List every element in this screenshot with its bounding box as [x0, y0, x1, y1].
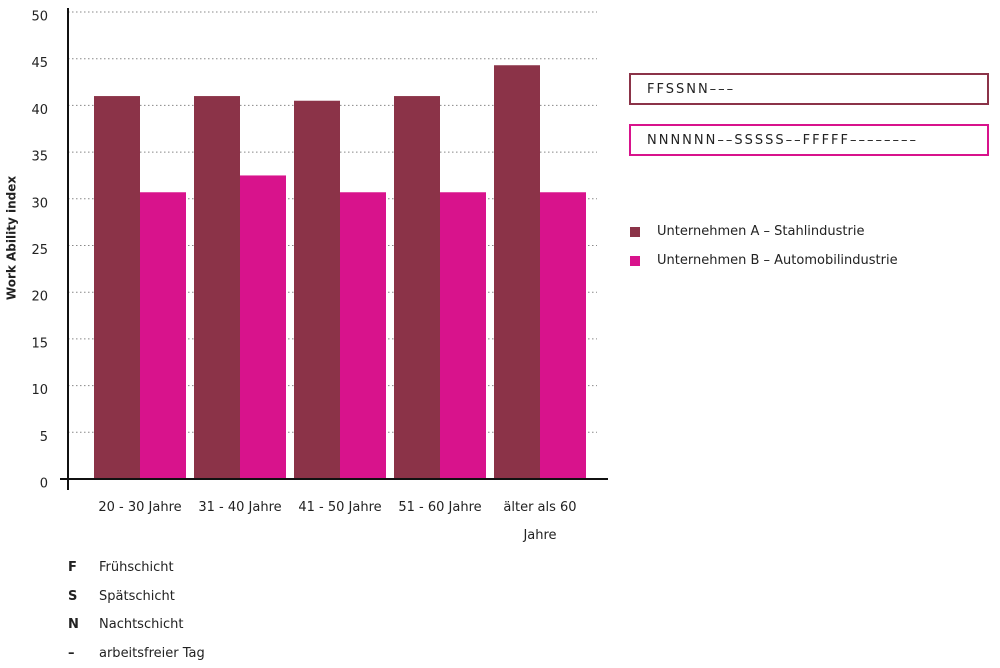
- y-tick-label: 45: [31, 56, 48, 71]
- x-tick-label: älter als 60 Jahre: [503, 500, 577, 543]
- glossary-key: –: [68, 645, 75, 661]
- glossary-key: N: [68, 617, 79, 632]
- glossary-label: Spätschicht: [99, 588, 175, 604]
- bar: [540, 192, 586, 479]
- x-tick-label: 41 - 50 Jahre: [298, 500, 382, 515]
- y-tick-label: 50: [31, 10, 48, 25]
- y-tick-label: 35: [31, 150, 48, 165]
- bar: [194, 96, 240, 479]
- bar: [240, 175, 286, 479]
- x-tick-label: 51 - 60 Jahre: [398, 500, 482, 515]
- legend-label: Unternehmen B – Automobilindustrie: [657, 253, 898, 268]
- y-tick-label: 30: [31, 196, 48, 211]
- legend-swatch: [630, 255, 640, 266]
- bar: [140, 192, 186, 479]
- y-tick-label: 5: [40, 430, 48, 445]
- bar: [394, 96, 440, 479]
- glossary-item: F Frühschicht: [68, 560, 174, 575]
- shift-pattern: FFSSNN–––: [629, 73, 989, 105]
- glossary-key: S: [68, 588, 78, 604]
- bar: [340, 192, 386, 479]
- x-tick-label: 20 - 30 Jahre: [98, 500, 182, 515]
- bar: [294, 100, 340, 479]
- y-tick-label: 15: [31, 336, 48, 351]
- glossary-label: Nachtschicht: [99, 617, 184, 632]
- y-axis-label: Work Ability index: [5, 176, 19, 300]
- bar: [440, 192, 486, 479]
- legend-swatch: [630, 226, 640, 237]
- legend-item: Unternehmen B – Automobilindustrie: [630, 253, 898, 268]
- legend-item: Unternehmen A – Stahlindustrie: [630, 224, 864, 239]
- bar: [94, 96, 140, 479]
- y-tick-label: 0: [40, 477, 48, 492]
- glossary-item: S Spätschicht: [68, 589, 175, 604]
- glossary-label: arbeitsfreier Tag: [99, 645, 205, 661]
- y-tick-label: 25: [31, 243, 48, 258]
- glossary-label: Frühschicht: [99, 560, 174, 575]
- y-tick-label: 40: [31, 103, 48, 118]
- y-tick-label: 20: [31, 290, 48, 305]
- glossary-item: – arbeitsfreier Tag: [68, 646, 205, 661]
- legend-label: Unternehmen A – Stahlindustrie: [657, 224, 865, 239]
- glossary-item: N Nachtschicht: [68, 617, 183, 632]
- y-tick-label: 10: [31, 383, 48, 398]
- x-tick-label: 31 - 40 Jahre: [198, 500, 282, 515]
- shift-pattern: NNNNNN––SSSSS––FFFFF––––––––: [629, 124, 989, 156]
- bar: [494, 65, 540, 479]
- glossary-key: F: [68, 560, 77, 575]
